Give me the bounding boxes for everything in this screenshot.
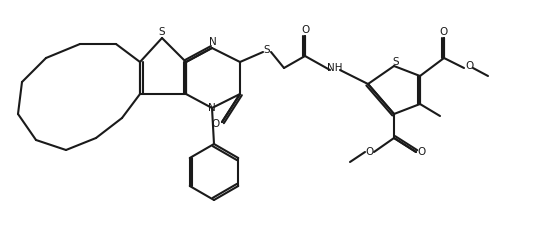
Text: O: O: [301, 25, 309, 35]
Text: O: O: [440, 27, 448, 37]
Text: O: O: [365, 147, 373, 157]
Text: O: O: [211, 119, 219, 129]
Text: S: S: [392, 57, 399, 67]
Text: S: S: [264, 45, 270, 55]
Text: S: S: [159, 27, 166, 37]
Text: N: N: [209, 37, 217, 47]
Text: N: N: [208, 103, 216, 113]
Text: O: O: [465, 61, 473, 71]
Text: NH: NH: [327, 63, 343, 73]
Text: O: O: [418, 147, 426, 157]
